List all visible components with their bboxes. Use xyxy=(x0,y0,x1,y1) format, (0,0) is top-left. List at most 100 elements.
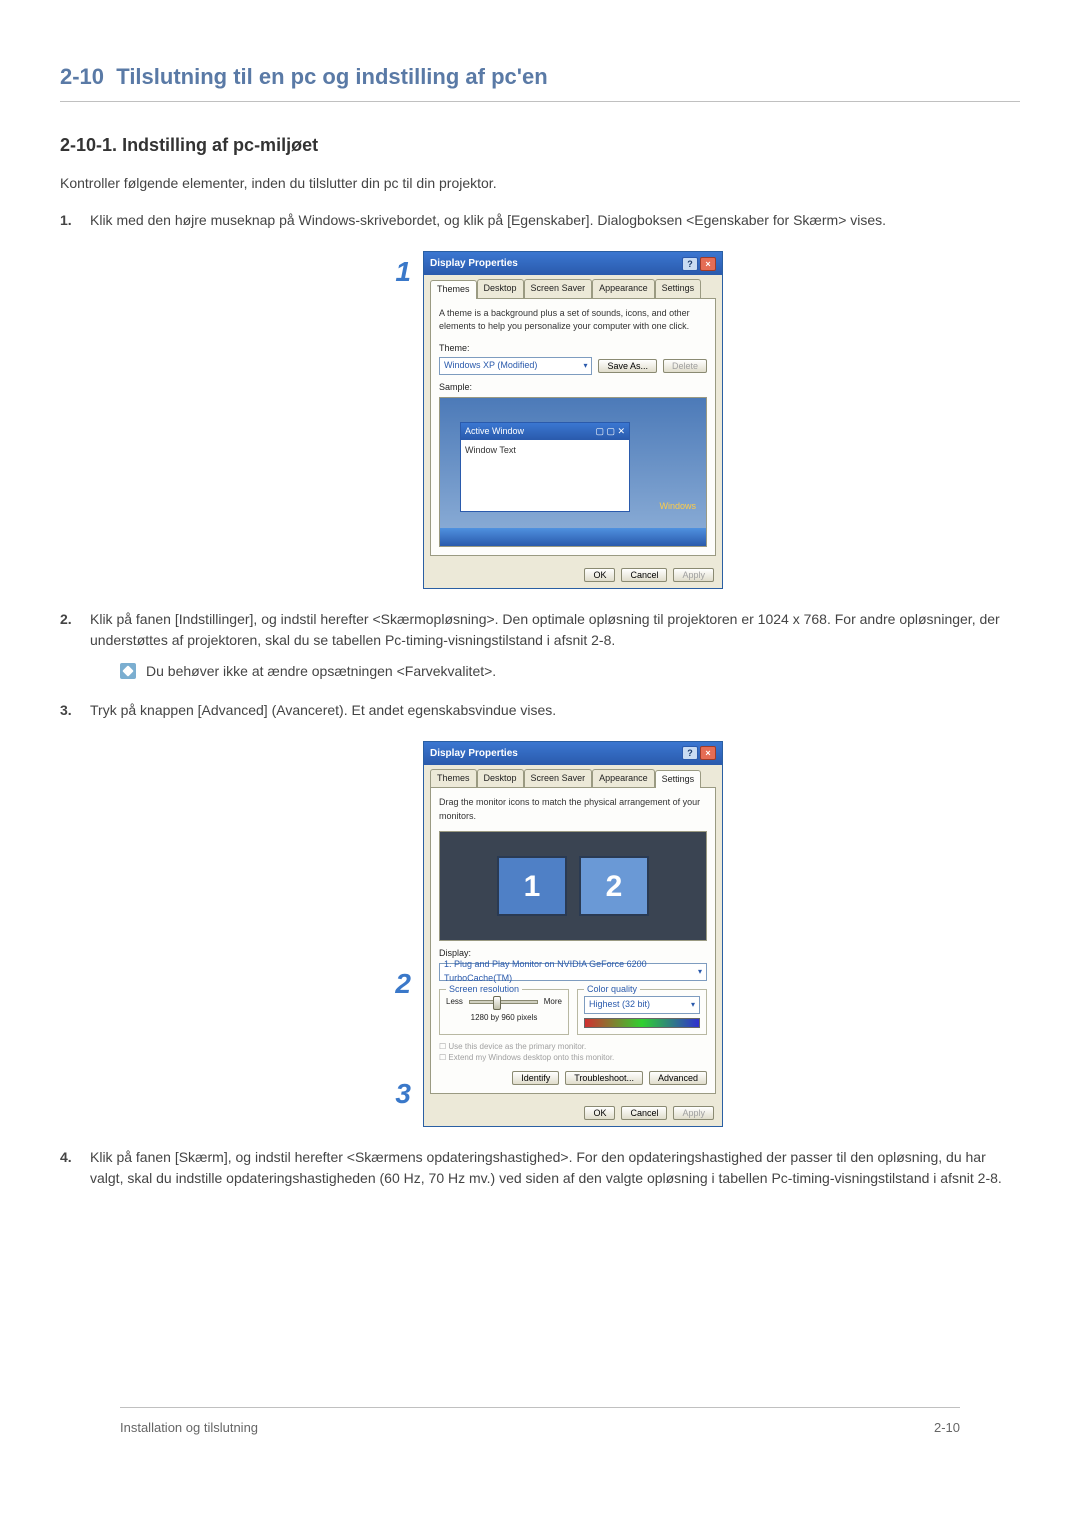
tab-screensaver[interactable]: Screen Saver xyxy=(524,769,593,788)
section-number: 2-10 xyxy=(60,64,104,89)
tab-appearance[interactable]: Appearance xyxy=(592,769,655,788)
step-2-text: Klik på fanen [Indstillinger], og indsti… xyxy=(90,611,1000,648)
steps-list: Klik med den højre museknap på Windows-s… xyxy=(60,210,1020,1189)
footer-left: Installation og tilslutning xyxy=(120,1418,258,1438)
sample-win-title: Active Window xyxy=(465,425,524,439)
resolution-fieldset: Screen resolution Less More 1280 by 960 xyxy=(439,989,569,1035)
res-value: 1280 by 960 pixels xyxy=(446,1012,562,1024)
troubleshoot-button[interactable]: Troubleshoot... xyxy=(565,1071,643,1085)
monitor-checkboxes: ☐ Use this device as the primary monitor… xyxy=(439,1041,707,1063)
step-1: Klik med den højre museknap på Windows-s… xyxy=(60,210,1020,589)
sample-win-text: Window Text xyxy=(461,440,629,462)
page: 2-10 Tilslutning til en pc og indstillin… xyxy=(60,60,1020,1467)
section-title: 2-10 Tilslutning til en pc og indstillin… xyxy=(60,60,1020,102)
display-combo[interactable]: 1. Plug and Play Monitor on NVIDIA GeFor… xyxy=(439,963,707,981)
cb-extend[interactable]: ☐ Extend my Windows desktop onto this mo… xyxy=(439,1052,707,1063)
theme-value: Windows XP (Modified) xyxy=(444,359,537,373)
color-legend: Color quality xyxy=(584,983,640,997)
apply-button[interactable]: Apply xyxy=(673,568,714,582)
cb-primary[interactable]: ☐ Use this device as the primary monitor… xyxy=(439,1041,707,1052)
tab-desktop[interactable]: Desktop xyxy=(477,279,524,298)
intro-text: Kontroller følgende elementer, inden du … xyxy=(60,173,1020,194)
step-3: Tryk på knappen [Advanced] (Avanceret). … xyxy=(60,700,1020,1127)
sample-label: Sample: xyxy=(439,381,707,395)
advanced-button[interactable]: Advanced xyxy=(649,1071,707,1085)
dialog2-desc: Drag the monitor icons to match the phys… xyxy=(439,796,707,823)
color-value: Highest (32 bit) xyxy=(589,998,650,1012)
dialog1-tabs: Themes Desktop Screen Saver Appearance S… xyxy=(424,275,722,298)
dialog1-titlebar: Display Properties ? × xyxy=(424,252,722,275)
ok-button[interactable]: OK xyxy=(584,568,615,582)
step-4-text: Klik på fanen [Skærm], og indstil hereft… xyxy=(90,1149,1002,1186)
section-title-text: Tilslutning til en pc og indstilling af … xyxy=(116,64,547,89)
apply-button[interactable]: Apply xyxy=(673,1106,714,1120)
note-icon xyxy=(120,663,136,679)
color-fieldset: Color quality Highest (32 bit) ▾ xyxy=(577,989,707,1035)
callout-2: 2 xyxy=(387,963,411,1005)
help-button[interactable]: ? xyxy=(682,257,698,271)
cancel-button[interactable]: Cancel xyxy=(621,568,667,582)
res-more: More xyxy=(544,996,562,1008)
chevron-down-icon: ▾ xyxy=(691,999,695,1011)
step-3-text: Tryk på knappen [Advanced] (Avanceret). … xyxy=(90,702,556,718)
note-row: Du behøver ikke at ændre opsætningen <Fa… xyxy=(120,661,1020,682)
dialog2-tabs: Themes Desktop Screen Saver Appearance S… xyxy=(424,765,722,788)
tab-themes[interactable]: Themes xyxy=(430,280,477,299)
sample-taskbar xyxy=(440,528,706,546)
page-footer: Installation og tilslutning 2-10 xyxy=(120,1407,960,1468)
ok-button[interactable]: OK xyxy=(584,1106,615,1120)
color-bar xyxy=(584,1018,700,1028)
close-button[interactable]: × xyxy=(700,746,716,760)
dialog2-title: Display Properties xyxy=(430,746,518,761)
saveas-button[interactable]: Save As... xyxy=(598,359,657,373)
tab-screensaver[interactable]: Screen Saver xyxy=(524,279,593,298)
tab-desktop[interactable]: Desktop xyxy=(477,769,524,788)
step-2: Klik på fanen [Indstillinger], og indsti… xyxy=(60,609,1020,682)
step-1-text: Klik med den højre museknap på Windows-s… xyxy=(90,212,886,228)
theme-combo[interactable]: Windows XP (Modified) ▾ xyxy=(439,357,592,375)
resolution-legend: Screen resolution xyxy=(446,983,522,997)
tab-settings[interactable]: Settings xyxy=(655,279,702,298)
subsection-number: 2-10-1. xyxy=(60,135,117,155)
tab-themes[interactable]: Themes xyxy=(430,769,477,788)
monitor-2[interactable]: 2 xyxy=(579,856,649,916)
step-4: Klik på fanen [Skærm], og indstil hereft… xyxy=(60,1147,1020,1189)
callout-3: 3 xyxy=(387,1073,411,1115)
cancel-button[interactable]: Cancel xyxy=(621,1106,667,1120)
color-combo[interactable]: Highest (32 bit) ▾ xyxy=(584,996,700,1014)
subsection-title: 2-10-1. Indstilling af pc-miljøet xyxy=(60,132,1020,159)
tab-appearance[interactable]: Appearance xyxy=(592,279,655,298)
display-value: 1. Plug and Play Monitor on NVIDIA GeFor… xyxy=(444,958,698,985)
dialog2-panel: Drag the monitor icons to match the phys… xyxy=(430,787,716,1094)
subsection-title-text: Indstilling af pc-miljøet xyxy=(122,135,318,155)
callout-1: 1 xyxy=(387,251,411,293)
chevron-down-icon: ▾ xyxy=(698,966,702,978)
dialog1-desc: A theme is a background plus a set of so… xyxy=(439,307,707,334)
theme-label: Theme: xyxy=(439,342,707,356)
chevron-down-icon: ▾ xyxy=(583,360,587,372)
sample-window: Active Window ▢ ▢ ✕ Window Text xyxy=(460,422,630,512)
note-text: Du behøver ikke at ændre opsætningen <Fa… xyxy=(146,661,496,682)
sample-preview: Active Window ▢ ▢ ✕ Window Text Windows xyxy=(439,397,707,547)
res-less: Less xyxy=(446,996,463,1008)
identify-button[interactable]: Identify xyxy=(512,1071,559,1085)
dialog2-wrap: 2 3 Display Properties ? × Themes xyxy=(90,741,1020,1127)
windows-logo: Windows xyxy=(659,500,696,514)
help-button[interactable]: ? xyxy=(682,746,698,760)
delete-button[interactable]: Delete xyxy=(663,359,707,373)
resolution-slider[interactable]: Less More xyxy=(446,996,562,1008)
dialog1-buttons: OK Cancel Apply xyxy=(424,562,722,588)
slider-thumb[interactable] xyxy=(493,996,501,1010)
dialog2-buttons: OK Cancel Apply xyxy=(424,1100,722,1126)
tab-settings[interactable]: Settings xyxy=(655,770,702,789)
sample-win-buttons: ▢ ▢ ✕ xyxy=(595,425,625,439)
dialog1-panel: A theme is a background plus a set of so… xyxy=(430,298,716,556)
slider-track[interactable] xyxy=(469,1000,538,1004)
monitor-1[interactable]: 1 xyxy=(497,856,567,916)
monitor-arrangement[interactable]: 1 2 xyxy=(439,831,707,941)
display-properties-themes: Display Properties ? × Themes Desktop Sc… xyxy=(423,251,723,589)
dialog1-title: Display Properties xyxy=(430,256,518,271)
dialog2-titlebar: Display Properties ? × xyxy=(424,742,722,765)
close-button[interactable]: × xyxy=(700,257,716,271)
display-properties-settings: Display Properties ? × Themes Desktop Sc… xyxy=(423,741,723,1127)
